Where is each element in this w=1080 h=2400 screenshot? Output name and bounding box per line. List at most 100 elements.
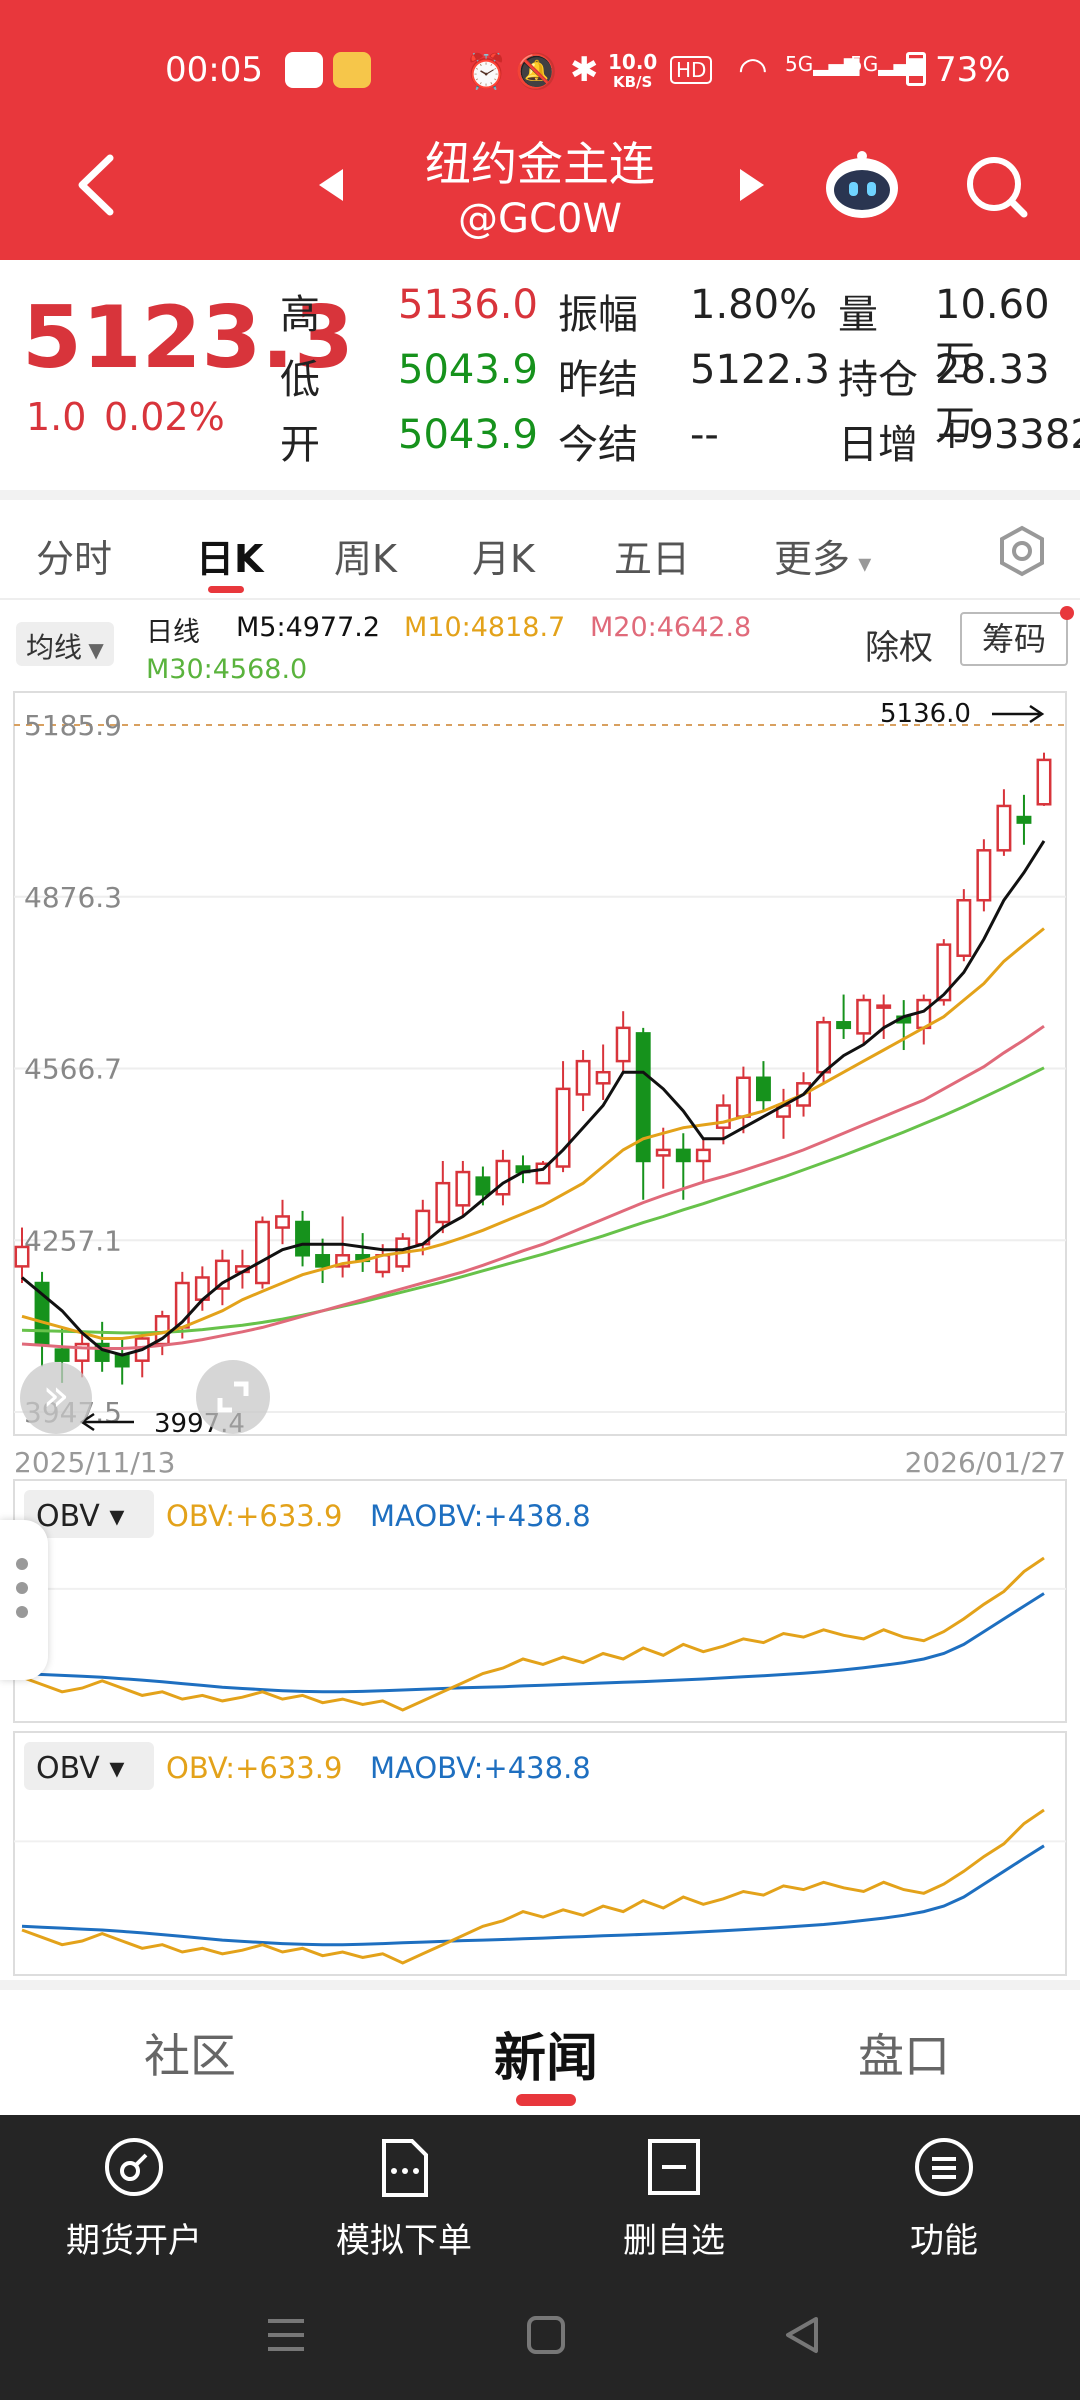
candle-body bbox=[735, 1076, 751, 1118]
fullscreen-icon[interactable] bbox=[196, 1360, 270, 1434]
futures-account-label: 期货开户 bbox=[66, 2221, 202, 2261]
expand-left-icon[interactable]: » bbox=[20, 1362, 92, 1434]
candle-body bbox=[615, 1026, 631, 1063]
candle-body bbox=[14, 1245, 30, 1268]
candle-body bbox=[876, 1004, 892, 1009]
back-icon[interactable] bbox=[70, 150, 120, 220]
obv-selector bbox=[24, 1742, 154, 1790]
tab-order-book[interactable]: 盘口 bbox=[858, 2029, 950, 2083]
price-change-pct: 0.02% bbox=[104, 395, 225, 439]
dropdown-arrow-icon: ▾ bbox=[850, 549, 872, 579]
side-drawer-handle[interactable] bbox=[0, 1520, 48, 1680]
chart-settings-icon[interactable] bbox=[995, 524, 1049, 578]
candle-body bbox=[575, 1059, 591, 1096]
candle-body bbox=[275, 1215, 290, 1229]
last-price: 5123.3 bbox=[22, 288, 354, 388]
obv-line bbox=[21, 1556, 1045, 1712]
quote-label: 日增 bbox=[838, 422, 918, 468]
news-app-icon bbox=[333, 52, 371, 88]
futures-account-button[interactable]: 期货开户 bbox=[24, 2135, 244, 2262]
quote-label: 开 bbox=[280, 422, 320, 468]
ma-selector[interactable]: 均线 ▼ bbox=[16, 622, 114, 666]
candle-body bbox=[675, 1148, 691, 1163]
candle-body bbox=[595, 1070, 611, 1085]
tab-monthly-k[interactable]: 月K bbox=[472, 537, 535, 581]
candle-body bbox=[455, 1170, 471, 1207]
candle-body bbox=[816, 1021, 832, 1074]
y-tick-label: 4257.1 bbox=[24, 1224, 122, 1257]
tab-daily-k[interactable]: 日K bbox=[196, 537, 264, 581]
candle-body bbox=[635, 1032, 651, 1163]
tab-weekly-k[interactable]: 周K bbox=[334, 537, 397, 581]
candle-body bbox=[1016, 815, 1032, 824]
legend-m5: M5:4977.2 bbox=[236, 612, 381, 643]
page-title: 纽约金主连 bbox=[425, 137, 655, 191]
candle-body bbox=[936, 943, 952, 1002]
notification-dot bbox=[1060, 606, 1074, 620]
candle-body bbox=[695, 1148, 711, 1163]
back-nav-icon[interactable] bbox=[780, 2313, 824, 2357]
tab-five-day[interactable]: 五日 bbox=[614, 537, 691, 581]
hd-badge: HD bbox=[670, 56, 713, 84]
search-icon[interactable] bbox=[962, 152, 1032, 222]
candle-body bbox=[956, 898, 972, 957]
mute-icon: 🔕 bbox=[515, 52, 558, 92]
candle-body bbox=[976, 849, 992, 902]
tab-community[interactable]: 社区 bbox=[144, 2029, 236, 2083]
home-icon[interactable] bbox=[524, 2313, 568, 2357]
handle-dot bbox=[16, 1582, 28, 1594]
chip-distribution-button[interactable]: 筹码 bbox=[960, 612, 1068, 666]
candle-body bbox=[655, 1148, 671, 1157]
header-bar: 00:05 ⏰ 🔕 ✱ 10.0 KB/S HD ◠ 5G▂▄▆ 5G▂▄▆ 7… bbox=[0, 0, 1080, 260]
dropdown-arrow-icon: ▼ bbox=[82, 638, 104, 662]
obv-legend: OBV:+633.9 bbox=[166, 1751, 342, 1785]
remove-watchlist-button[interactable]: 删自选 bbox=[564, 2135, 784, 2262]
simulate-order-icon bbox=[382, 2139, 428, 2197]
net-speed-value: 10.0 bbox=[608, 50, 658, 74]
remove-watchlist-icon bbox=[648, 2139, 700, 2195]
candle-body bbox=[715, 1104, 731, 1129]
tab-intraday[interactable]: 分时 bbox=[36, 537, 113, 581]
bluetooth-icon: ✱ bbox=[570, 50, 599, 90]
legend-m30: M30:4568.0 bbox=[146, 654, 308, 685]
fullscreen-glyph bbox=[217, 1381, 249, 1413]
ma10-line bbox=[21, 927, 1045, 1340]
prev-contract-icon[interactable] bbox=[315, 165, 351, 205]
ex-rights-toggle[interactable]: 除权 bbox=[865, 628, 933, 668]
signal-2-label: 5G bbox=[850, 52, 879, 76]
recent-apps-icon[interactable] bbox=[262, 2313, 310, 2357]
next-contract-icon[interactable] bbox=[732, 165, 768, 205]
kline-chart[interactable]: 5185.94876.34566.74257.13947.55136.03997… bbox=[0, 600, 1080, 1980]
candle-body bbox=[54, 1348, 70, 1362]
divider bbox=[0, 1980, 1080, 1990]
functions-icon bbox=[915, 2138, 973, 2196]
tab-more-label: 更多 bbox=[774, 537, 851, 581]
quote-label: 量 bbox=[838, 292, 878, 338]
simulate-order-label: 模拟下单 bbox=[336, 2221, 472, 2261]
quote-value: 1.80% bbox=[690, 282, 818, 328]
futures-account-icon bbox=[105, 2138, 163, 2196]
candle-body bbox=[315, 1254, 331, 1268]
wifi-icon: ◠ bbox=[738, 50, 768, 90]
candle-body bbox=[996, 804, 1012, 852]
legend-m20: M20:4642.8 bbox=[590, 612, 752, 643]
y-tick-label: 4876.3 bbox=[24, 881, 122, 914]
quote-value: 28.33万 bbox=[935, 347, 1050, 449]
price-change: 1.0 bbox=[26, 395, 87, 439]
obv-panel-border bbox=[13, 1731, 1067, 1976]
period-tabs: 分时 日K 周K 月K 五日 更多 ▾ bbox=[0, 500, 1080, 600]
candle-body bbox=[475, 1176, 491, 1196]
tab-more[interactable]: 更多 ▾ bbox=[774, 528, 871, 583]
quote-label: 昨结 bbox=[558, 357, 638, 403]
battery-level: 73% bbox=[935, 50, 1011, 90]
alarm-icon: ⏰ bbox=[465, 52, 508, 92]
ma-selector-label: 均线 bbox=[26, 631, 83, 664]
y-tick-label: 5185.9 bbox=[24, 709, 122, 742]
tab-news[interactable]: 新闻 bbox=[494, 2029, 599, 2089]
maobv-legend: MAOBV:+438.8 bbox=[370, 1751, 591, 1785]
signal-2-icon: 5G▂▄▆ bbox=[850, 52, 925, 76]
functions-button[interactable]: 功能 bbox=[834, 2135, 1054, 2262]
simulate-order-button[interactable]: 模拟下单 bbox=[294, 2135, 514, 2262]
robot-assistant-icon[interactable] bbox=[822, 148, 902, 222]
